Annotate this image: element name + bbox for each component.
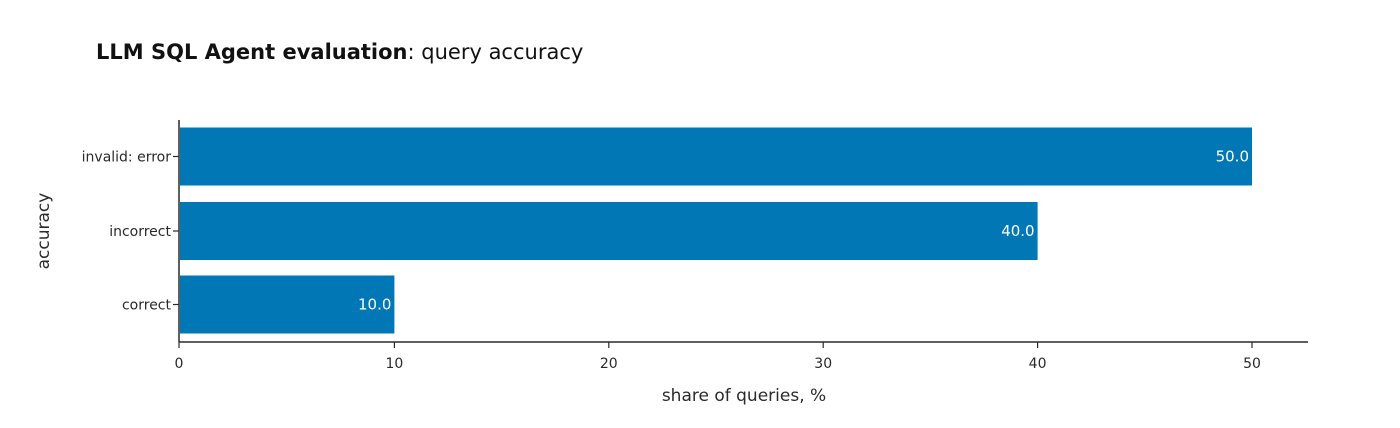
- x-tick-label: 40: [1029, 356, 1047, 372]
- chart-title: LLM SQL Agent evaluation: query accuracy: [96, 40, 583, 64]
- x-tick-label: 10: [385, 356, 403, 372]
- bar-value-label: 40.0: [1001, 222, 1034, 240]
- y-tick-label: invalid: error: [82, 150, 172, 166]
- x-tick-label: 50: [1243, 356, 1261, 372]
- chart-title-bold: LLM SQL Agent evaluation: [96, 40, 408, 64]
- bar-invalid-error: [180, 127, 1252, 186]
- bar-incorrect: [180, 202, 1038, 260]
- bar-correct: [180, 275, 395, 334]
- x-tick-label: 0: [175, 356, 184, 372]
- bar-value-label: 50.0: [1216, 148, 1249, 166]
- bars-group: 50.0 40.0 10.0: [180, 127, 1252, 334]
- bar-value-label: 10.0: [358, 296, 391, 314]
- y-tick-label: incorrect: [109, 224, 171, 240]
- y-tick-labels: invalid: error incorrect correct: [82, 150, 179, 314]
- y-tick-label: correct: [122, 298, 172, 314]
- x-tick-label: 20: [600, 356, 618, 372]
- y-axis-title: accuracy: [34, 193, 54, 270]
- x-ticks: 0 10 20 30 40 50: [175, 342, 1261, 372]
- chart-title-rest: : query accuracy: [408, 40, 584, 64]
- x-tick-label: 30: [814, 356, 832, 372]
- x-axis-title: share of queries, %: [662, 386, 826, 406]
